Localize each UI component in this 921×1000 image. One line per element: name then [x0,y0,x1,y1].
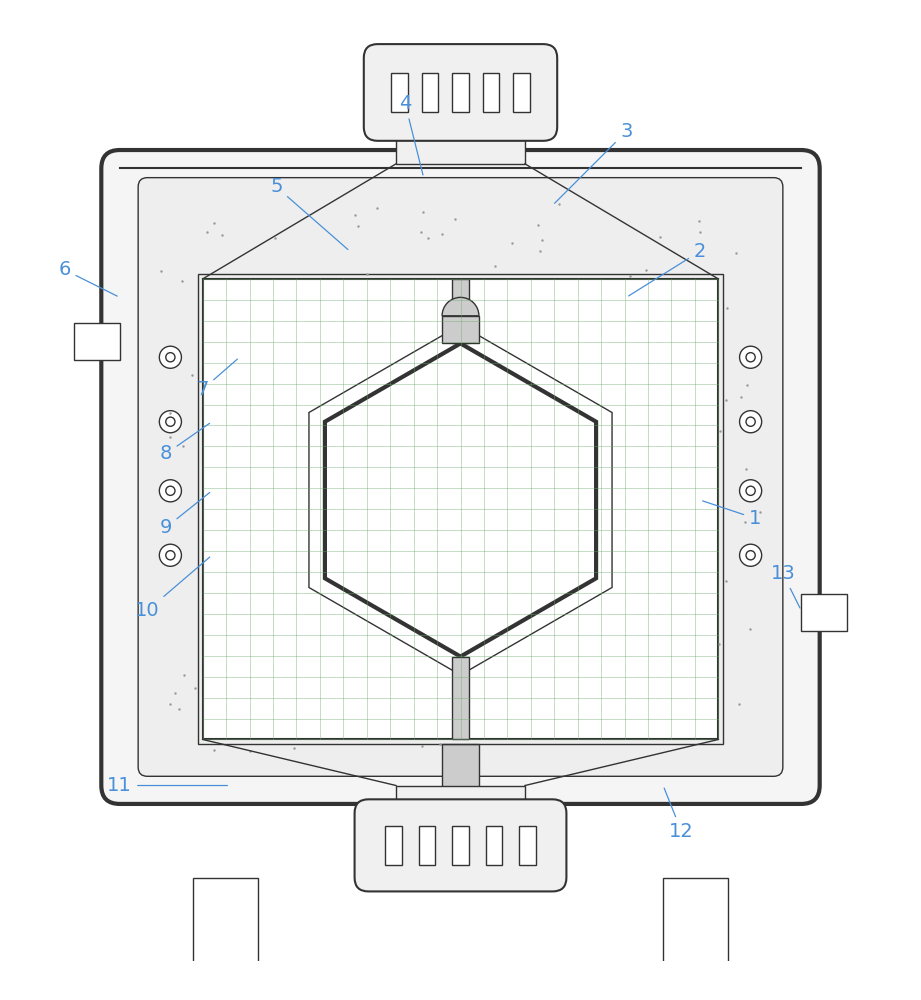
Circle shape [166,417,175,426]
Bar [442,316,479,343]
Bar [442,744,479,790]
Circle shape [159,544,181,566]
Bar [422,73,438,112]
Text: 3: 3 [554,122,633,203]
Polygon shape [325,343,596,657]
FancyBboxPatch shape [364,44,557,141]
Text: 10: 10 [135,557,210,620]
Circle shape [159,346,181,368]
Bar [452,279,469,343]
Text: 7: 7 [196,359,238,399]
FancyBboxPatch shape [355,799,566,891]
Circle shape [746,486,755,495]
Bar [449,790,472,827]
Circle shape [740,544,762,566]
Circle shape [740,411,762,433]
Text: 5: 5 [270,177,348,250]
Circle shape [166,486,175,495]
Bar [391,73,408,112]
Bar [396,127,525,164]
Circle shape [159,480,181,502]
Text: 4: 4 [399,94,423,175]
Bar [452,657,469,739]
Bar [74,323,120,360]
FancyBboxPatch shape [101,150,820,804]
Bar [452,826,469,865]
Circle shape [166,551,175,560]
Text: 1: 1 [703,501,762,528]
Text: 8: 8 [159,423,210,463]
Text: 6: 6 [58,260,117,296]
Circle shape [740,346,762,368]
Circle shape [740,480,762,502]
Bar [193,878,258,1000]
Circle shape [746,353,755,362]
Text: 12: 12 [664,788,694,841]
FancyBboxPatch shape [138,178,783,776]
Circle shape [159,411,181,433]
Circle shape [166,353,175,362]
Bar [452,73,469,112]
Text: 9: 9 [159,493,210,537]
Bar [801,594,847,631]
Text: 13: 13 [771,564,800,608]
Bar [385,826,402,865]
Bar [396,786,525,813]
Bar [519,826,536,865]
Bar [513,73,530,112]
Bar [485,826,502,865]
Bar [483,73,499,112]
Text: 11: 11 [108,776,227,795]
Bar [198,274,723,744]
Bar [663,878,728,1000]
Circle shape [746,417,755,426]
Bar [203,279,718,739]
Text: 2: 2 [629,242,706,296]
Wedge shape [442,297,479,316]
Circle shape [746,551,755,560]
Bar [419,826,436,865]
